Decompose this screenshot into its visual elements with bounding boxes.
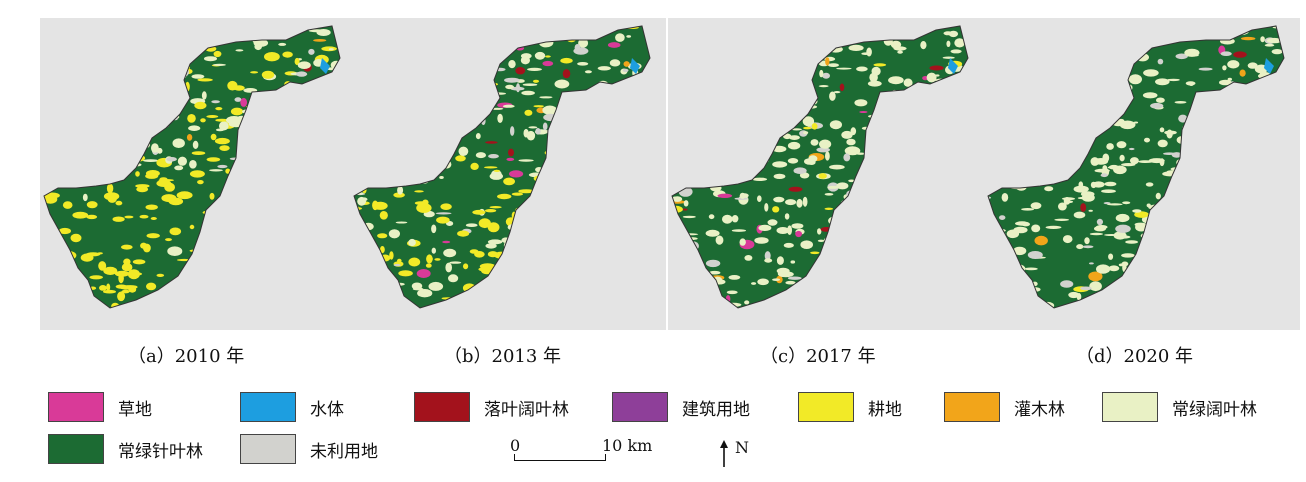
- caption-d: （d）2020 年: [1076, 346, 1194, 367]
- scale-bar: 0 10 km: [508, 436, 668, 466]
- swatch-construction: [612, 392, 668, 422]
- scale-ten-label: 10 km: [602, 436, 653, 455]
- swatch-evergreen-conifer: [48, 434, 104, 464]
- legend-label: 水体: [310, 399, 344, 420]
- legend-water: 水体: [240, 390, 344, 424]
- caption-b: （b）2013 年: [444, 346, 562, 367]
- legend-cropland: 耕地: [798, 390, 902, 424]
- legend-label: 未利用地: [310, 441, 378, 462]
- swatch-evergreen-broadleaf: [1102, 392, 1158, 422]
- map-2020: [984, 18, 1300, 330]
- legend-label: 落叶阔叶林: [484, 399, 569, 420]
- swatch-unused-land: [240, 434, 296, 464]
- scale-tick-left: [514, 454, 515, 461]
- map-2010: [40, 18, 356, 330]
- caption-c: （c）2017 年: [760, 346, 876, 367]
- swatch-grassland: [48, 392, 104, 422]
- swatch-deciduous-broadleaf: [414, 392, 470, 422]
- land-cover-map: [671, 25, 969, 309]
- scale-line: [514, 460, 606, 461]
- north-label: N: [735, 438, 749, 457]
- swatch-cropland: [798, 392, 854, 422]
- land-cover-map: [987, 25, 1285, 309]
- legend-construction: 建筑用地: [612, 390, 750, 424]
- land-cover-map: [353, 25, 651, 309]
- north-arrow-icon: [720, 440, 728, 467]
- scale-tick-right: [605, 454, 606, 461]
- legend-label: 建筑用地: [682, 399, 750, 420]
- legend-label: 耕地: [868, 399, 902, 420]
- legend-deciduous-broadleaf: 落叶阔叶林: [414, 390, 569, 424]
- map-2013: [350, 18, 666, 330]
- caption-a: （a）2010 年: [128, 346, 245, 367]
- legend-label: 常绿针叶林: [118, 441, 203, 462]
- legend-unused-land: 未利用地: [240, 432, 378, 466]
- legend-label: 草地: [118, 399, 152, 420]
- legend-shrub: 灌木林: [944, 390, 1065, 424]
- legend-evergreen-broadleaf: 常绿阔叶林: [1102, 390, 1257, 424]
- legend-evergreen-conifer: 常绿针叶林: [48, 432, 203, 466]
- north-arrow: N: [718, 436, 758, 470]
- legend-label: 常绿阔叶林: [1172, 399, 1257, 420]
- scale-zero-label: 0: [510, 436, 521, 455]
- legend-label: 灌木林: [1014, 399, 1065, 420]
- map-2017: [668, 18, 984, 330]
- legend-grassland: 草地: [48, 390, 152, 424]
- land-cover-map: [43, 25, 341, 309]
- swatch-shrub: [944, 392, 1000, 422]
- swatch-water: [240, 392, 296, 422]
